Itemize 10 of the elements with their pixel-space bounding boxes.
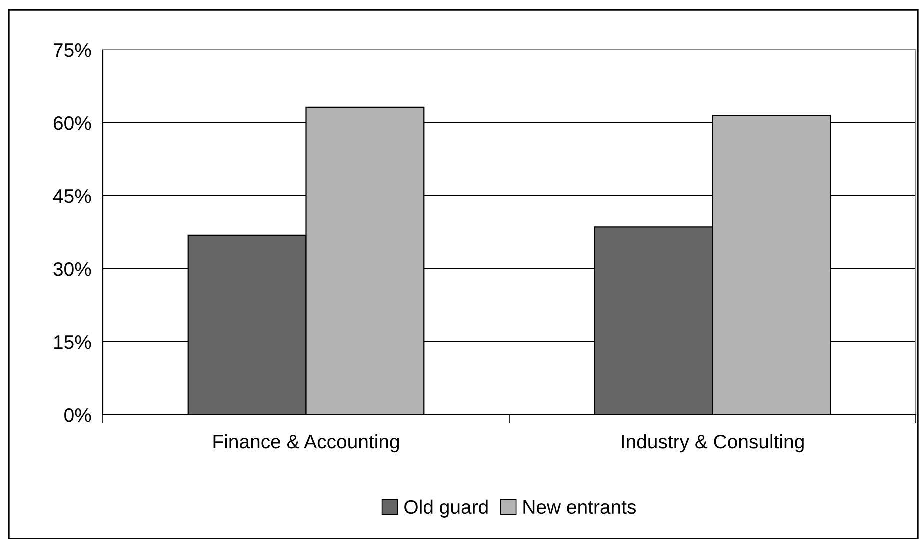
x-tick-label: Industry & Consulting (622, 434, 804, 453)
y-tick-label: 0% (64, 408, 92, 422)
y-tick-label: 30% (54, 262, 92, 276)
y-tick-label: 45% (53, 190, 92, 204)
y-tick-label: 75% (54, 44, 92, 58)
legend-label: New entrants (524, 500, 636, 514)
x-tick-label: Finance & Accounting (214, 434, 400, 453)
y-tick-label: 60% (54, 116, 92, 130)
legend-label: Old guard (404, 500, 488, 518)
y-tick-label: 15% (54, 336, 92, 350)
